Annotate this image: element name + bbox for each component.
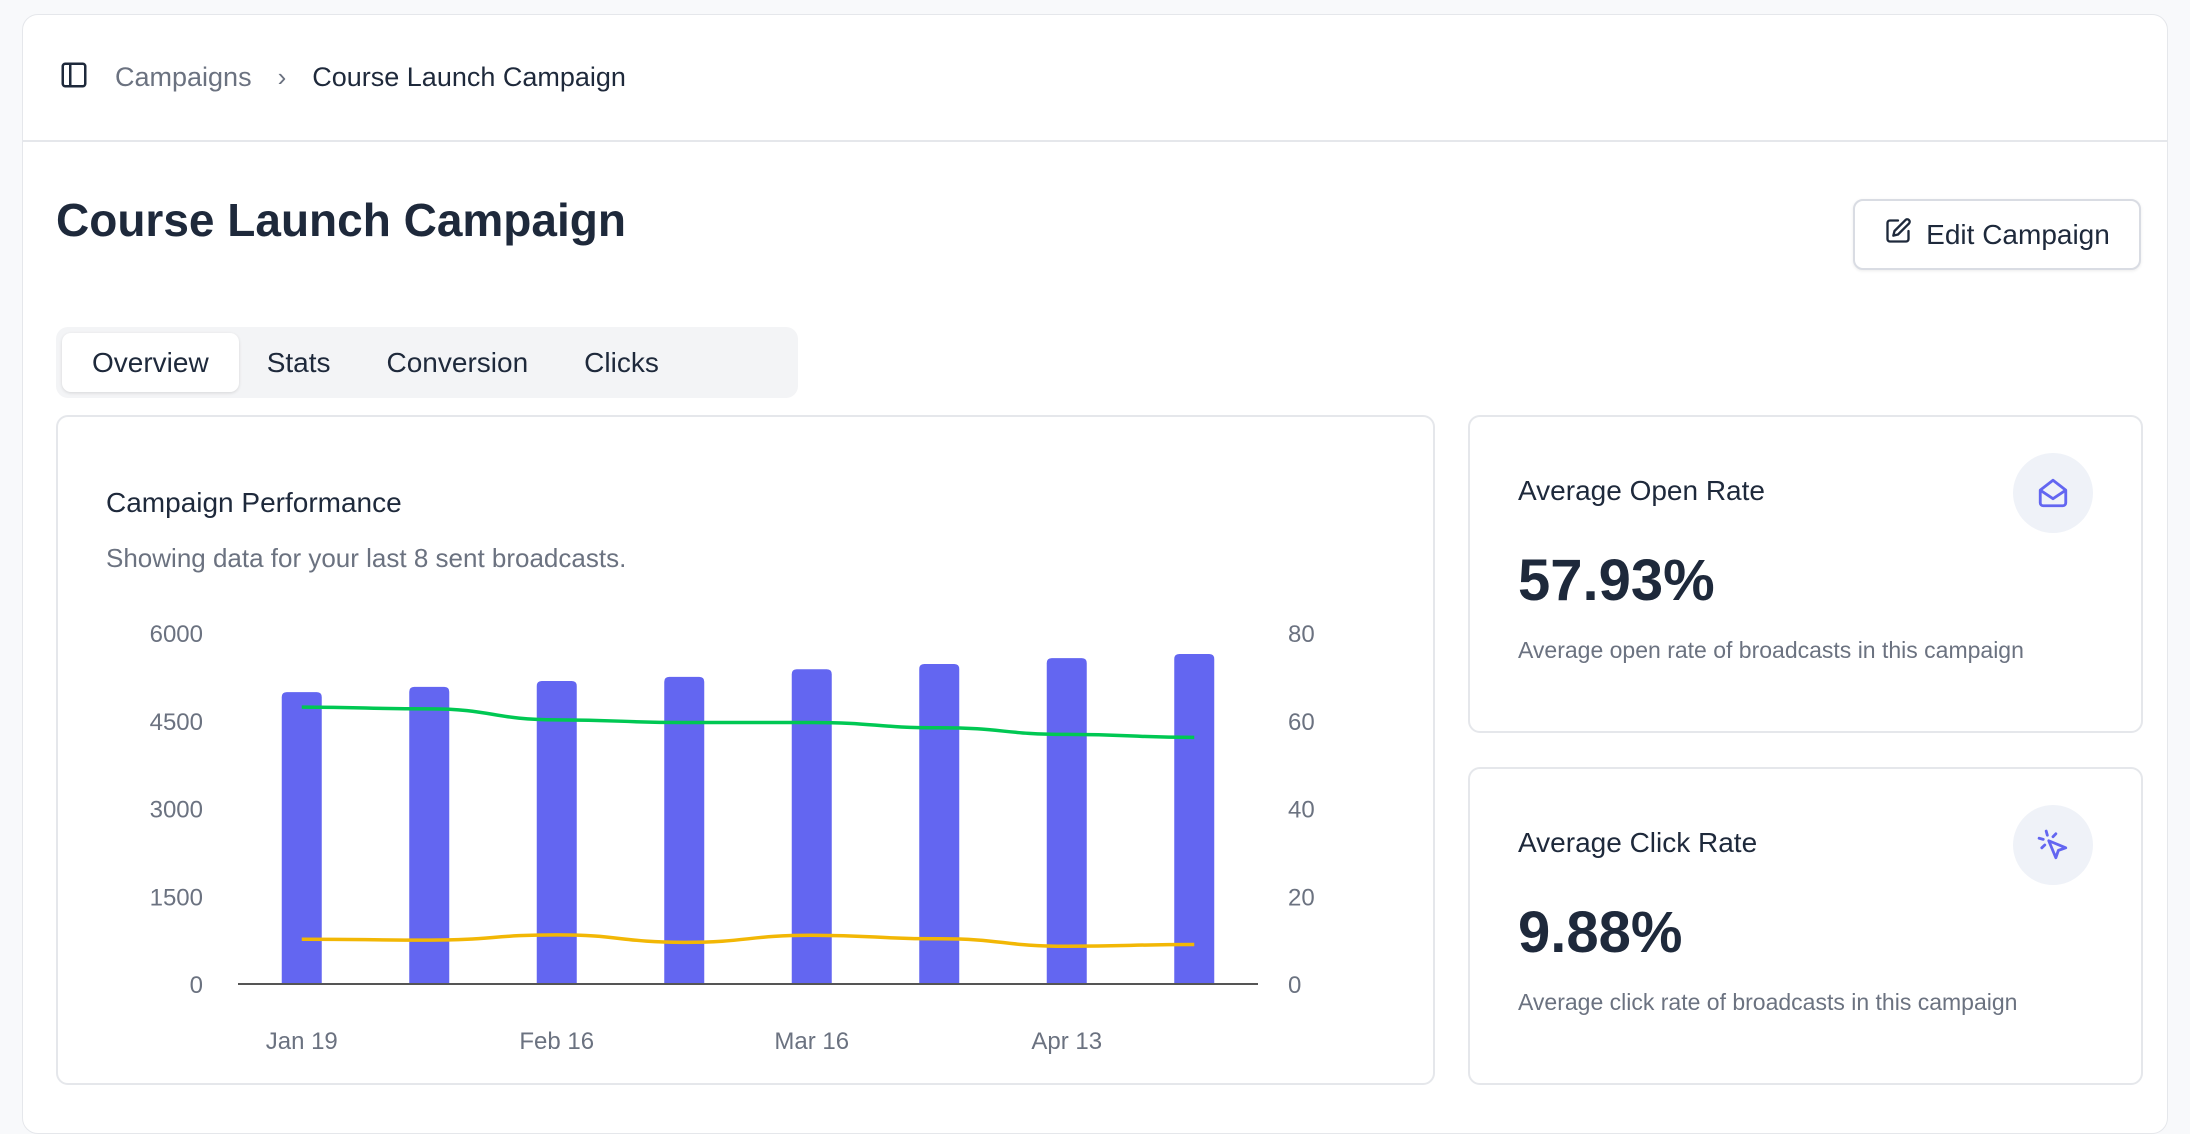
performance-chart: 0 1500 3000 4500 6000 0 20 40 60 80 Jan 19 Feb 16 Ma… [150, 621, 1315, 1055]
x-axis-tick: Feb 16 [519, 1028, 594, 1055]
edit-campaign-button[interactable]: Edit Campaign [1853, 199, 2141, 270]
tab-bar: Overview Stats Conversion Clicks [56, 327, 798, 398]
open-rate-value: 57.93% [1518, 548, 1715, 613]
bar [664, 676, 705, 984]
left-axis-tick: 1500 [150, 884, 203, 911]
mail-open-icon [2013, 453, 2093, 533]
right-axis-tick: 80 [1288, 621, 1315, 648]
click-rate-line [301, 933, 1195, 949]
breadcrumb-current: Course Launch Campaign [312, 62, 626, 92]
bar [409, 686, 450, 984]
bar [281, 692, 322, 984]
right-axis-tick: 0 [1288, 972, 1301, 999]
breadcrumb-separator: › [277, 62, 287, 92]
open-rate-line [301, 705, 1195, 740]
bar [919, 664, 960, 984]
left-axis-tick: 6000 [150, 621, 203, 648]
tab-stats[interactable]: Stats [266, 346, 331, 378]
right-axis-tick: 60 [1288, 709, 1315, 736]
left-axis-tick: 3000 [150, 797, 203, 824]
open-rate-card: Average Open Rate 57.93% Average open ra… [1468, 415, 2143, 733]
breadcrumb-campaigns[interactable]: Campaigns [115, 62, 252, 92]
tab-conversion[interactable]: Conversion [386, 346, 529, 378]
open-rate-title: Average Open Rate [1518, 475, 1765, 506]
top-bar: Campaigns › Course Launch Campaign [23, 15, 2167, 142]
open-rate-description: Average open rate of broadcasts in this … [1518, 637, 2024, 663]
edit-campaign-label: Edit Campaign [1926, 218, 2110, 250]
bar [1046, 658, 1087, 984]
x-axis-tick: Mar 16 [774, 1028, 849, 1055]
x-axis-tick: Apr 13 [1031, 1028, 1102, 1055]
edit-icon [1884, 217, 1912, 252]
click-rate-value: 9.88% [1518, 900, 1683, 965]
left-axis-tick: 0 [190, 972, 203, 999]
left-axis-tick: 4500 [150, 709, 203, 736]
app-shell: Campaigns › Course Launch Campaign Cours… [22, 14, 2168, 1134]
click-rate-description: Average click rate of broadcasts in this… [1518, 989, 2018, 1015]
right-axis-tick: 40 [1288, 797, 1315, 824]
campaign-performance-card: Campaign Performance Showing data for yo… [56, 415, 1435, 1085]
tab-clicks[interactable]: Clicks [584, 346, 659, 378]
chart-subtitle: Showing data for your last 8 sent broadc… [106, 543, 627, 573]
tab-overview[interactable]: Overview [62, 333, 239, 392]
chart-title: Campaign Performance [106, 487, 402, 518]
x-axis-tick: Jan 19 [266, 1028, 338, 1055]
click-rate-title: Average Click Rate [1518, 827, 1758, 858]
bar [791, 669, 832, 984]
click-rate-card: Average Click Rate 9.88% Average click r… [1468, 767, 2143, 1085]
mouse-pointer-click-icon [2013, 805, 2093, 885]
page-title: Course Launch Campaign [56, 194, 626, 246]
bar [536, 680, 577, 984]
sidebar-toggle-icon[interactable] [59, 60, 89, 95]
right-axis-tick: 20 [1288, 884, 1315, 911]
bar [1174, 654, 1215, 984]
